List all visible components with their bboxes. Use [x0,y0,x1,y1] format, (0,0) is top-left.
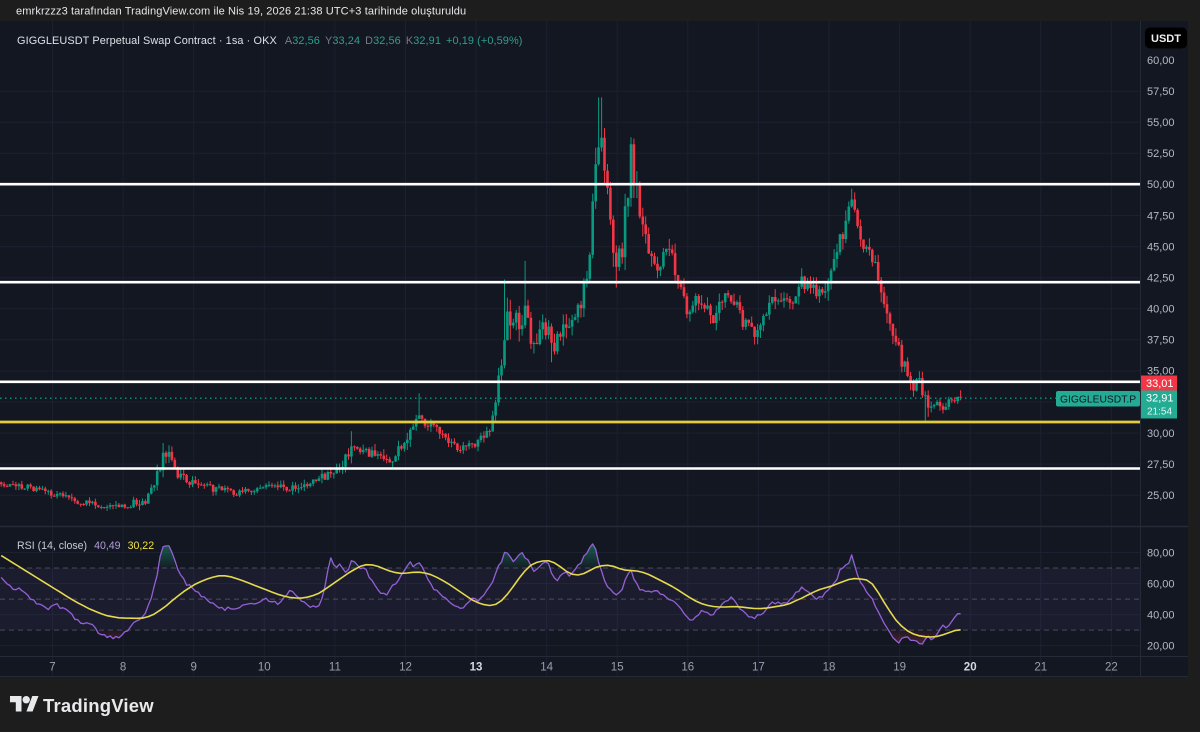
svg-text:47,50: 47,50 [1147,210,1175,222]
svg-text:40,00: 40,00 [1147,304,1175,316]
svg-text:8: 8 [120,661,126,673]
svg-text:52,50: 52,50 [1147,148,1175,160]
svg-text:37,50: 37,50 [1147,335,1175,347]
svg-text:40,00: 40,00 [1147,609,1175,621]
svg-text:7: 7 [49,661,55,673]
svg-text:10: 10 [258,661,271,673]
svg-text:USDT: USDT [1151,33,1181,45]
svg-text:21: 21 [1034,661,1047,673]
svg-text:16: 16 [681,661,694,673]
svg-text:13: 13 [470,661,483,673]
svg-text:55,00: 55,00 [1147,117,1175,129]
svg-text:17: 17 [752,661,765,673]
svg-text:50,00: 50,00 [1147,179,1175,191]
svg-text:45,00: 45,00 [1147,241,1175,253]
svg-text:60,00: 60,00 [1147,578,1175,590]
svg-text:80,00: 80,00 [1147,547,1175,559]
svg-text:22: 22 [1105,661,1118,673]
svg-text:GIGGLEUSDT Perpetual Swap Cont: GIGGLEUSDT Perpetual Swap Contract · 1sa… [17,35,522,47]
svg-text:15: 15 [611,661,624,673]
svg-text:19: 19 [893,661,906,673]
svg-text:35,00: 35,00 [1147,366,1175,378]
svg-text:25,00: 25,00 [1147,490,1175,502]
svg-text:20,00: 20,00 [1147,640,1175,652]
svg-text:9: 9 [190,661,196,673]
svg-text:32,91: 32,91 [1146,393,1174,405]
svg-text:20: 20 [964,661,977,673]
svg-text:33,01: 33,01 [1146,378,1174,390]
svg-text:emrkrzzz3 tarafından TradingVi: emrkrzzz3 tarafından TradingView.com ile… [16,6,466,18]
svg-text:GIGGLEUSDT.P: GIGGLEUSDT.P [1060,394,1136,405]
svg-text:18: 18 [823,661,836,673]
svg-text:27,50: 27,50 [1147,459,1175,471]
svg-text:12: 12 [399,661,412,673]
svg-text:14: 14 [540,661,553,673]
svg-text:57,50: 57,50 [1147,86,1175,98]
svg-text:42,50: 42,50 [1147,273,1175,285]
svg-text:TradingView: TradingView [43,695,154,716]
svg-text:21:54: 21:54 [1147,406,1172,417]
svg-text:30,00: 30,00 [1147,428,1175,440]
svg-text:11: 11 [329,661,341,673]
svg-text:60,00: 60,00 [1147,55,1175,67]
